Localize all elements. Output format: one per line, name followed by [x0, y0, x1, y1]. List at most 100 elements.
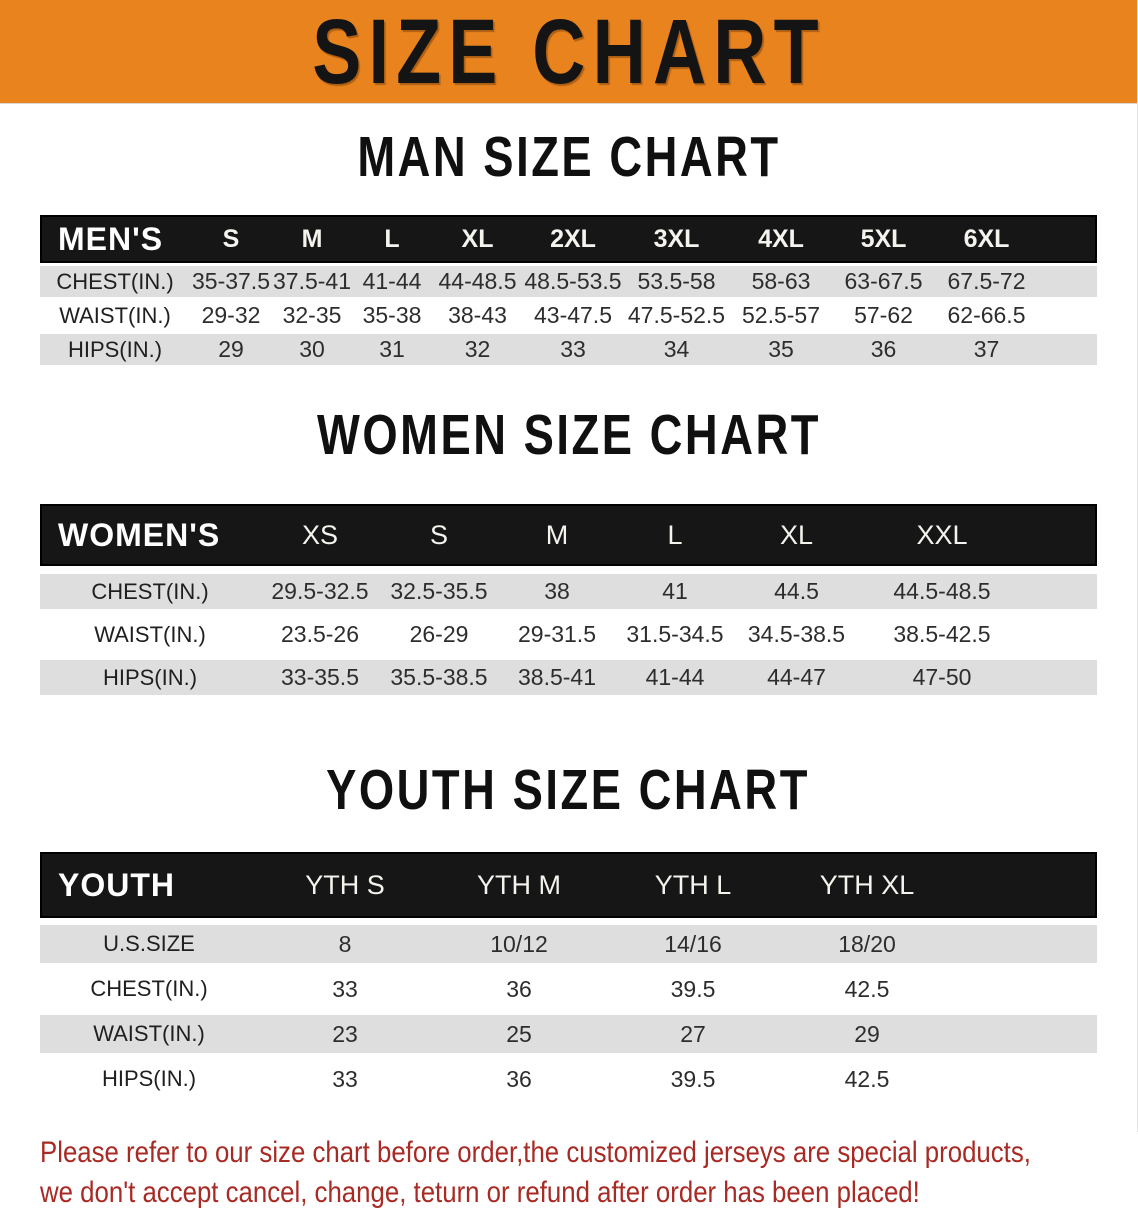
size-value-cell: 44-48.5: [432, 266, 523, 297]
spacer-cell: [1038, 300, 1097, 331]
size-value-cell: 35-37.5: [190, 266, 272, 297]
size-value-cell: 23: [258, 1015, 432, 1053]
size-value-cell: 29-31.5: [498, 617, 616, 652]
women-waist-row: WAIST(IN.) 23.5-26 26-29 29-31.5 31.5-34…: [40, 617, 1097, 652]
women-size-table: WOMEN'S XS S M L XL XXL CHEST(IN.) 29.5-…: [40, 496, 1097, 703]
banner: SIZE CHART: [0, 0, 1137, 104]
size-value-cell: 26-29: [380, 617, 498, 652]
men-col-header-3xl: 3XL: [623, 215, 730, 263]
women-header-row: WOMEN'S XS S M L XL XXL: [40, 504, 1097, 566]
size-value-cell: 37.5-41: [272, 266, 352, 297]
men-col-header-2xl: 2XL: [523, 215, 623, 263]
size-value-cell: 52.5-57: [730, 300, 832, 331]
size-value-cell: 38.5-41: [498, 660, 616, 695]
size-value-cell: 35.5-38.5: [380, 660, 498, 695]
spacer-cell: [954, 925, 1097, 963]
size-value-cell: 32: [432, 334, 523, 365]
size-value-cell: 31.5-34.5: [616, 617, 734, 652]
size-value-cell: 63-67.5: [832, 266, 935, 297]
size-value-cell: 14/16: [606, 925, 780, 963]
men-col-header-s: S: [190, 215, 272, 263]
youth-section: YOUTH SIZE CHART YOUTH YTH S YTH M YTH L…: [0, 762, 1137, 1105]
banner-title: SIZE CHART: [311, 0, 826, 103]
men-header-label: MEN'S: [40, 215, 190, 263]
size-value-cell: 27: [606, 1015, 780, 1053]
spacer-cell: [954, 970, 1097, 1008]
men-waist-row: WAIST(IN.) 29-32 32-35 35-38 38-43 43-47…: [40, 300, 1097, 331]
size-value-cell: 42.5: [780, 970, 954, 1008]
women-col-header-l: L: [616, 504, 734, 566]
youth-chest-row: CHEST(IN.) 33 36 39.5 42.5: [40, 970, 1097, 1008]
women-header-spacer: [1025, 504, 1097, 566]
youth-waist-row: WAIST(IN.) 23 25 27 29: [40, 1015, 1097, 1053]
size-value-cell: 41: [616, 574, 734, 609]
row-label: HIPS(IN.): [40, 334, 190, 365]
size-value-cell: 34.5-38.5: [734, 617, 859, 652]
women-col-header-xl: XL: [734, 504, 859, 566]
women-section: WOMEN SIZE CHART WOMEN'S XS S M L XL XXL…: [0, 403, 1137, 703]
size-value-cell: 38-43: [432, 300, 523, 331]
size-value-cell: 36: [432, 1060, 606, 1098]
men-section: MAN SIZE CHART MEN'S S M L XL 2XL 3XL 4X…: [0, 125, 1137, 368]
size-value-cell: 25: [432, 1015, 606, 1053]
size-value-cell: 34: [623, 334, 730, 365]
men-col-header-5xl: 5XL: [832, 215, 935, 263]
men-col-header-l: L: [352, 215, 432, 263]
men-section-heading-text: MAN SIZE CHART: [356, 125, 781, 189]
footer-notice: Please refer to our size chart before or…: [40, 1133, 1137, 1213]
size-value-cell: 29: [190, 334, 272, 365]
men-col-header-m: M: [272, 215, 352, 263]
spacer-cell: [1038, 266, 1097, 297]
size-value-cell: 44-47: [734, 660, 859, 695]
row-label: U.S.SIZE: [40, 925, 258, 963]
size-value-cell: 33: [258, 970, 432, 1008]
men-col-header-xl: XL: [432, 215, 523, 263]
size-value-cell: 39.5: [606, 970, 780, 1008]
men-col-header-6xl: 6XL: [935, 215, 1038, 263]
youth-col-header-m: YTH M: [432, 852, 606, 918]
notice-line-2: we don't accept cancel, change, teturn o…: [40, 1176, 920, 1209]
youth-hips-row: HIPS(IN.) 33 36 39.5 42.5: [40, 1060, 1097, 1098]
size-value-cell: 38: [498, 574, 616, 609]
spacer-cell: [1025, 574, 1097, 609]
women-col-header-m: M: [498, 504, 616, 566]
women-hips-row: HIPS(IN.) 33-35.5 35.5-38.5 38.5-41 41-4…: [40, 660, 1097, 695]
size-value-cell: 32-35: [272, 300, 352, 331]
size-value-cell: 41-44: [352, 266, 432, 297]
size-value-cell: 67.5-72: [935, 266, 1038, 297]
men-chest-row: CHEST(IN.) 35-37.5 37.5-41 41-44 44-48.5…: [40, 266, 1097, 297]
size-value-cell: 44.5: [734, 574, 859, 609]
men-header-spacer: [1038, 215, 1097, 263]
size-value-cell: 36: [432, 970, 606, 1008]
size-value-cell: 62-66.5: [935, 300, 1038, 331]
women-section-heading: WOMEN SIZE CHART: [0, 403, 1137, 467]
women-col-header-xxl: XXL: [859, 504, 1025, 566]
size-value-cell: 57-62: [832, 300, 935, 331]
men-col-header-4xl: 4XL: [730, 215, 832, 263]
size-value-cell: 41-44: [616, 660, 734, 695]
men-hips-row: HIPS(IN.) 29 30 31 32 33 34 35 36 37: [40, 334, 1097, 365]
men-section-heading: MAN SIZE CHART: [0, 125, 1137, 189]
size-value-cell: 53.5-58: [623, 266, 730, 297]
spacer-cell: [1025, 617, 1097, 652]
row-label: HIPS(IN.): [40, 1060, 258, 1098]
size-value-cell: 36: [832, 334, 935, 365]
size-value-cell: 8: [258, 925, 432, 963]
size-value-cell: 58-63: [730, 266, 832, 297]
spacer-cell: [1038, 334, 1097, 365]
spacer-cell: [1025, 660, 1097, 695]
row-label: WAIST(IN.): [40, 300, 190, 331]
youth-size-table: YOUTH YTH S YTH M YTH L YTH XL U.S.SIZE …: [40, 845, 1097, 1105]
size-value-cell: 29-32: [190, 300, 272, 331]
size-value-cell: 48.5-53.5: [523, 266, 623, 297]
size-value-cell: 18/20: [780, 925, 954, 963]
size-value-cell: 39.5: [606, 1060, 780, 1098]
women-section-heading-text: WOMEN SIZE CHART: [316, 403, 821, 467]
size-value-cell: 29: [780, 1015, 954, 1053]
spacer-cell: [954, 1015, 1097, 1053]
youth-col-header-xl: YTH XL: [780, 852, 954, 918]
size-value-cell: 35: [730, 334, 832, 365]
size-value-cell: 29.5-32.5: [260, 574, 380, 609]
row-label: WAIST(IN.): [40, 1015, 258, 1053]
row-label: CHEST(IN.): [40, 970, 258, 1008]
